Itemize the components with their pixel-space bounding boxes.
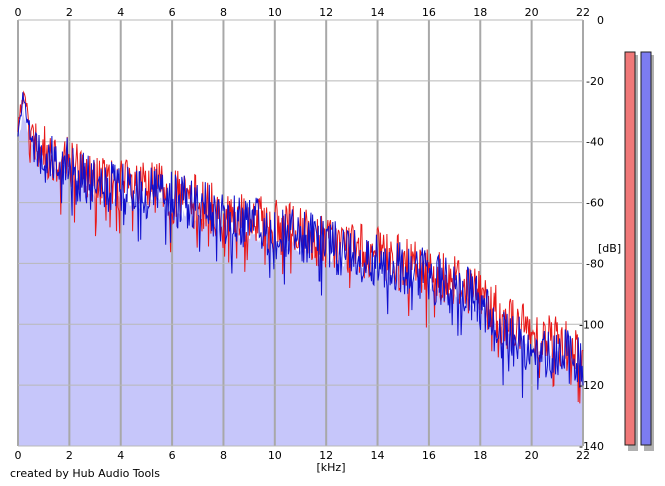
- x-tick-label-top: 2: [66, 6, 73, 19]
- level-meter-bar: [624, 51, 636, 446]
- y-tick-label: -60: [586, 197, 604, 210]
- x-tick-label-bottom: 20: [525, 449, 539, 462]
- credit-text: created by Hub Audio Tools: [10, 467, 160, 480]
- y-tick-label: -20: [586, 75, 604, 88]
- x-tick-label-top: 22: [576, 6, 590, 19]
- x-tick-label-top: 10: [268, 6, 282, 19]
- x-axis-label: [kHz]: [317, 461, 346, 474]
- spectrum-fill: [18, 109, 583, 447]
- x-tick-label-top: 0: [15, 6, 22, 19]
- x-tick-label-bottom: 2: [66, 449, 73, 462]
- x-tick-label-bottom: 8: [220, 449, 227, 462]
- x-tick-label-bottom: 4: [117, 449, 124, 462]
- y-tick-label: 0: [597, 14, 604, 27]
- x-tick-label-bottom: 14: [371, 449, 385, 462]
- x-tick-labels-top: 0 2 4 6 8 10 12 14 16 18 20 22: [15, 6, 591, 19]
- y-tick-label: -40: [586, 136, 604, 149]
- y-tick-label: -80: [586, 257, 604, 270]
- y-tick-labels: 0 -20 -40 -60 -80 -100 -120 -140: [579, 14, 604, 453]
- series-line-0: [17, 90, 584, 404]
- x-tick-label-top: 6: [169, 6, 176, 19]
- x-tick-label-top: 8: [220, 6, 227, 19]
- x-tick-labels-bottom: 0 2 4 6 8 10 12 14 16 18 20 22: [15, 449, 591, 462]
- y-tick-label: -120: [579, 379, 604, 392]
- y-axis-label: [dB]: [598, 242, 621, 255]
- y-tick-label: -140: [579, 440, 604, 453]
- x-tick-label-top: 14: [371, 6, 385, 19]
- x-tick-label-top: 20: [525, 6, 539, 19]
- spectrum-area: [18, 109, 583, 447]
- x-tick-label-bottom: 18: [473, 449, 487, 462]
- x-tick-label-bottom: 22: [576, 449, 590, 462]
- level-meter-bar: [640, 51, 652, 446]
- x-tick-label-bottom: 6: [169, 449, 176, 462]
- y-tick-label: -100: [579, 318, 604, 331]
- x-tick-label-bottom: 10: [268, 449, 282, 462]
- x-tick-label-top: 12: [319, 6, 333, 19]
- x-tick-label-top: 4: [117, 6, 124, 19]
- x-tick-label-bottom: 16: [422, 449, 436, 462]
- level-meters: [624, 51, 654, 451]
- x-tick-label-bottom: 0: [15, 449, 22, 462]
- series-line-1: [17, 92, 584, 398]
- x-tick-label-top: 16: [422, 6, 436, 19]
- x-tick-label-bottom: 12: [319, 449, 333, 462]
- spectrum-lines: [17, 90, 584, 404]
- x-tick-label-top: 18: [473, 6, 487, 19]
